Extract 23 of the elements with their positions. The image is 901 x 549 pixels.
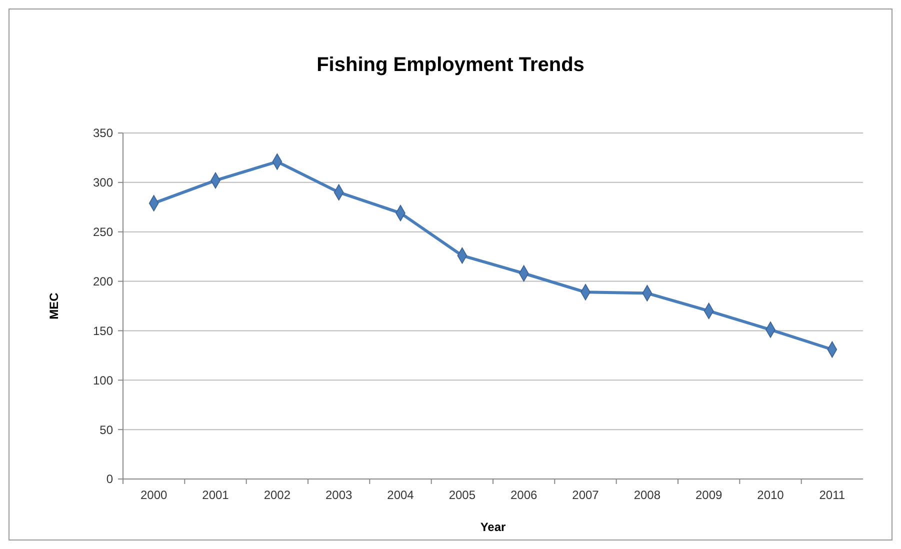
x-axis-title: Year <box>480 520 506 534</box>
x-tick-label: 2007 <box>572 488 600 502</box>
y-tick-label: 0 <box>106 472 114 486</box>
chart-title: Fishing Employment Trends <box>316 54 584 76</box>
x-tick-label: 2000 <box>140 488 168 502</box>
x-tick-label: 2006 <box>510 488 538 502</box>
y-tick-label: 200 <box>92 274 114 288</box>
y-tick-label: 350 <box>92 126 114 140</box>
x-tick-label: 2008 <box>634 488 661 502</box>
x-tick-label: 2009 <box>695 488 723 502</box>
x-tick-label: 2002 <box>264 488 291 502</box>
x-tick-label: 2010 <box>757 488 784 502</box>
y-tick-label: 300 <box>92 176 114 190</box>
x-tick-label: 2005 <box>448 488 476 502</box>
x-tick-label: 2011 <box>819 488 846 502</box>
x-tick-label: 2001 <box>202 488 230 502</box>
y-tick-label: 250 <box>92 225 114 240</box>
y-axis-title: MEC <box>47 292 61 320</box>
x-tick-label: 2003 <box>325 488 353 502</box>
y-tick-label: 150 <box>92 324 114 338</box>
y-tick-label: 50 <box>100 422 114 437</box>
y-tick-label: 100 <box>92 373 114 388</box>
x-tick-label: 2004 <box>387 488 414 502</box>
